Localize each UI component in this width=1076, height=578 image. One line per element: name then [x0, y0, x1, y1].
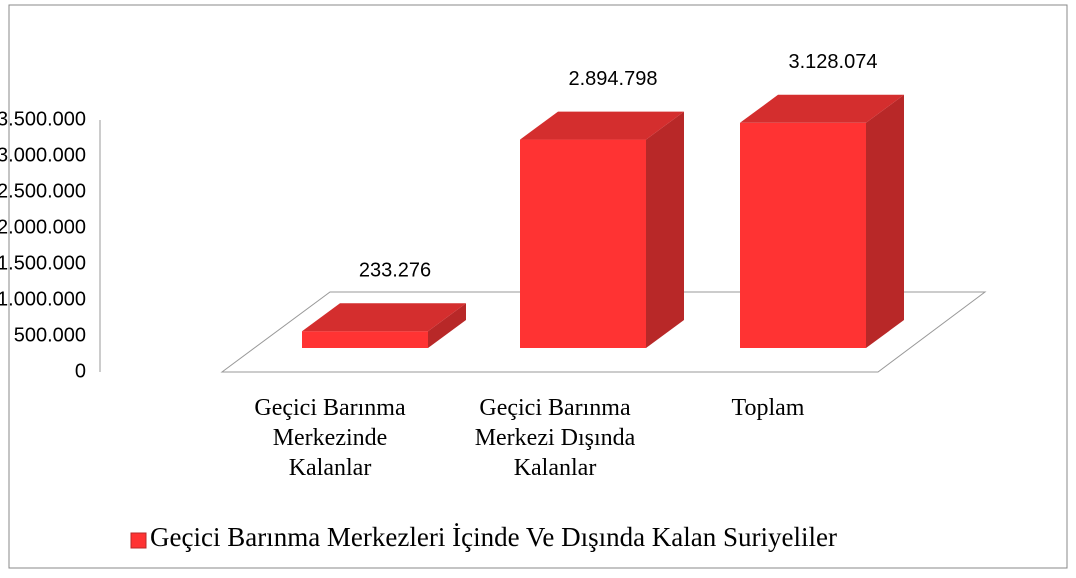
- value-label: 2.894.798: [569, 68, 658, 90]
- bar-side: [428, 303, 466, 348]
- y-tick-label: 3.500.000: [0, 108, 86, 130]
- bar: [302, 331, 428, 348]
- chart-border: [8, 4, 1068, 569]
- y-tick-label: 1.500.000: [0, 252, 86, 274]
- bar-top: [520, 111, 684, 140]
- legend-label: Geçici Barınma Merkezleri İçinde Ve Dışı…: [150, 522, 837, 552]
- value-label: 3.128.074: [789, 51, 878, 73]
- y-tick-label: 2.500.000: [0, 180, 86, 202]
- legend-swatch: [130, 532, 147, 549]
- bar: [520, 139, 646, 348]
- y-tick-label: 0: [75, 360, 86, 382]
- floor: [220, 291, 987, 373]
- y-tick-label: 1.000.000: [0, 288, 86, 310]
- bar: [740, 122, 866, 348]
- bar-top: [302, 303, 466, 332]
- x-tick-label: Toplam: [731, 395, 805, 421]
- bar-side: [866, 94, 904, 348]
- y-tick-label: 3.000.000: [0, 144, 86, 166]
- bar-side: [646, 111, 684, 348]
- x-tick-label: Geçici Barınma Merkezinde Kalanlar: [254, 395, 406, 481]
- bar-top: [740, 94, 904, 123]
- x-tick-label: Geçici Barınma Merkezi Dışında Kalanlar: [474, 395, 636, 481]
- y-tick-label: 2.000.000: [0, 216, 86, 238]
- y-tick-label: 500.000: [14, 324, 86, 346]
- value-label: 233.276: [359, 259, 431, 281]
